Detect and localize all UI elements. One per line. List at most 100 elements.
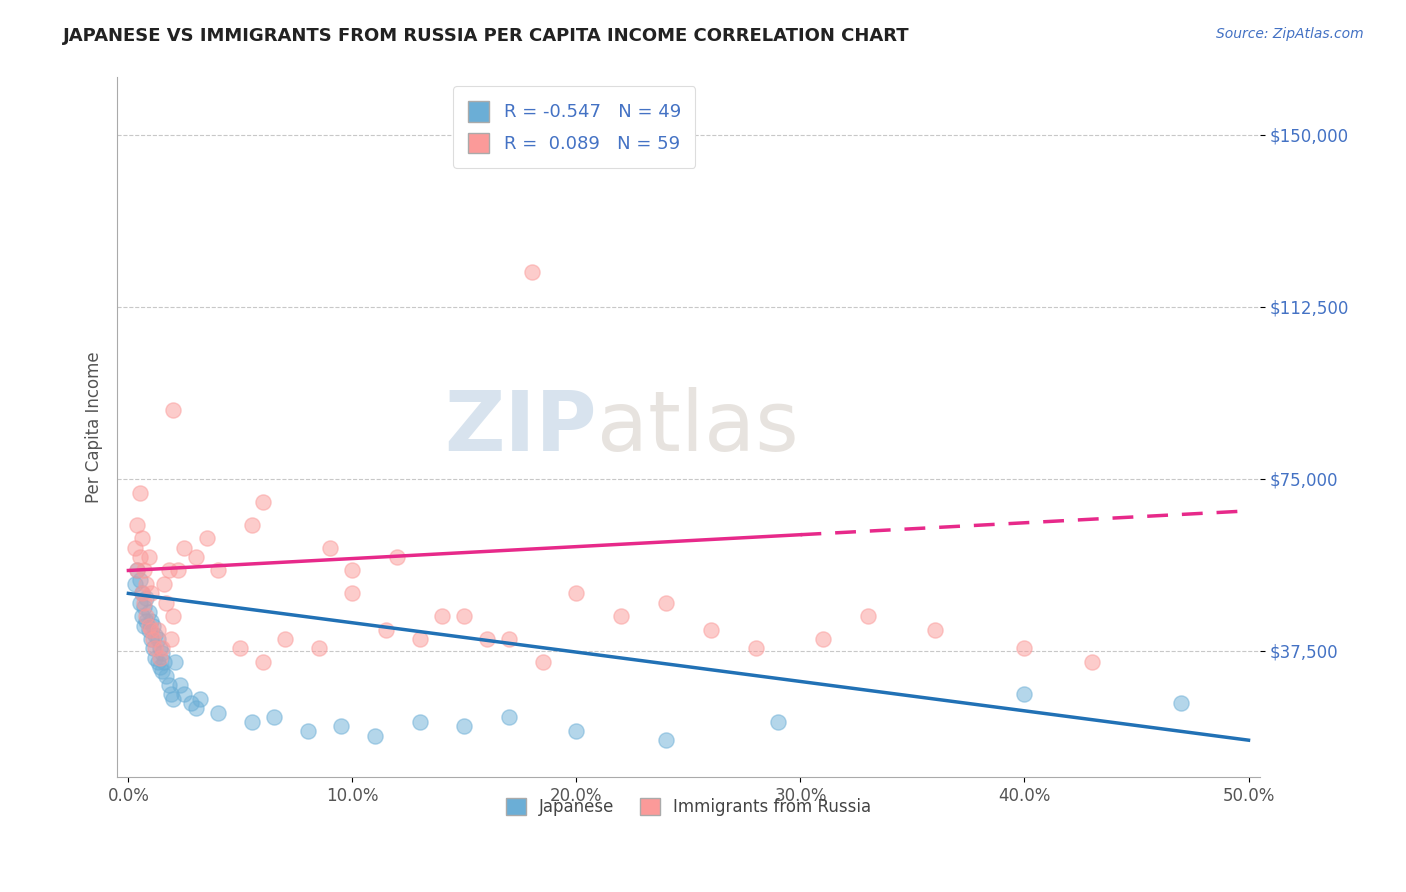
Point (142, 641, 165, 656)
Point (811, 632, 834, 647)
Point (155, 596, 177, 610)
Point (195, 532, 218, 546)
Point (319, 541, 342, 555)
Point (766, 714, 789, 729)
Point (252, 655, 274, 669)
Point (139, 623, 162, 637)
Point (364, 729, 387, 743)
Point (531, 655, 554, 669)
Point (153, 655, 176, 669)
Point (127, 564, 149, 578)
Point (342, 564, 364, 578)
Point (150, 646, 173, 660)
Point (240, 517, 263, 532)
Point (430, 609, 453, 624)
Point (132, 618, 155, 632)
Point (138, 623, 160, 637)
Point (1014, 687, 1036, 701)
Point (138, 605, 160, 619)
Point (308, 641, 330, 656)
Point (565, 586, 588, 600)
Y-axis label: Per Capita Income: Per Capita Income (86, 351, 103, 503)
Point (157, 678, 180, 692)
Point (143, 628, 166, 642)
Point (498, 632, 520, 647)
Point (655, 596, 678, 610)
Legend: Japanese, Immigrants from Russia: Japanese, Immigrants from Russia (498, 789, 879, 824)
Point (252, 494, 274, 508)
Point (160, 632, 183, 647)
Point (1014, 641, 1036, 656)
Point (188, 692, 211, 706)
Point (128, 549, 150, 564)
Point (131, 609, 153, 624)
Point (135, 614, 157, 628)
Point (128, 596, 150, 610)
Point (135, 609, 157, 624)
Point (139, 614, 162, 628)
Point (565, 724, 588, 739)
Point (375, 623, 398, 637)
Point (139, 586, 162, 600)
Point (149, 641, 172, 656)
Point (135, 577, 157, 591)
Point (128, 573, 150, 587)
Point (132, 596, 155, 610)
Point (135, 591, 157, 605)
Point (149, 650, 172, 665)
Text: ZIP: ZIP (444, 386, 598, 467)
Point (700, 623, 723, 637)
Point (856, 609, 879, 624)
Point (498, 710, 520, 724)
Point (160, 687, 183, 701)
Point (1080, 655, 1102, 669)
Point (162, 692, 184, 706)
Point (132, 600, 155, 615)
Point (139, 632, 162, 647)
Point (184, 701, 207, 715)
Point (149, 660, 172, 674)
Point (150, 641, 173, 656)
Point (162, 403, 184, 417)
Point (131, 586, 153, 600)
Point (143, 650, 166, 665)
Text: JAPANESE VS IMMIGRANTS FROM RUSSIA PER CAPITA INCOME CORRELATION CHART: JAPANESE VS IMMIGRANTS FROM RUSSIA PER C… (63, 27, 910, 45)
Point (240, 714, 263, 729)
Point (408, 714, 430, 729)
Point (297, 724, 319, 739)
Point (143, 641, 166, 656)
Point (153, 577, 176, 591)
Point (127, 517, 149, 532)
Text: atlas: atlas (598, 386, 799, 467)
Point (142, 618, 165, 632)
Point (132, 564, 155, 578)
Point (229, 641, 252, 656)
Point (124, 577, 146, 591)
Point (924, 623, 946, 637)
Point (138, 618, 160, 632)
Point (155, 669, 177, 683)
Point (128, 485, 150, 500)
Point (475, 632, 498, 647)
Point (146, 632, 169, 647)
Point (169, 678, 191, 692)
Point (655, 733, 678, 747)
Point (1170, 697, 1192, 711)
Point (131, 532, 153, 546)
Point (173, 541, 195, 555)
Point (166, 564, 188, 578)
Point (146, 623, 169, 637)
Point (180, 697, 202, 711)
Point (610, 609, 633, 624)
Point (207, 706, 229, 720)
Point (207, 564, 229, 578)
Point (263, 710, 285, 724)
Point (142, 632, 165, 647)
Point (330, 719, 353, 733)
Point (744, 641, 766, 656)
Point (184, 549, 207, 564)
Point (387, 549, 409, 564)
Point (138, 549, 160, 564)
Point (162, 609, 184, 624)
Point (453, 609, 475, 624)
